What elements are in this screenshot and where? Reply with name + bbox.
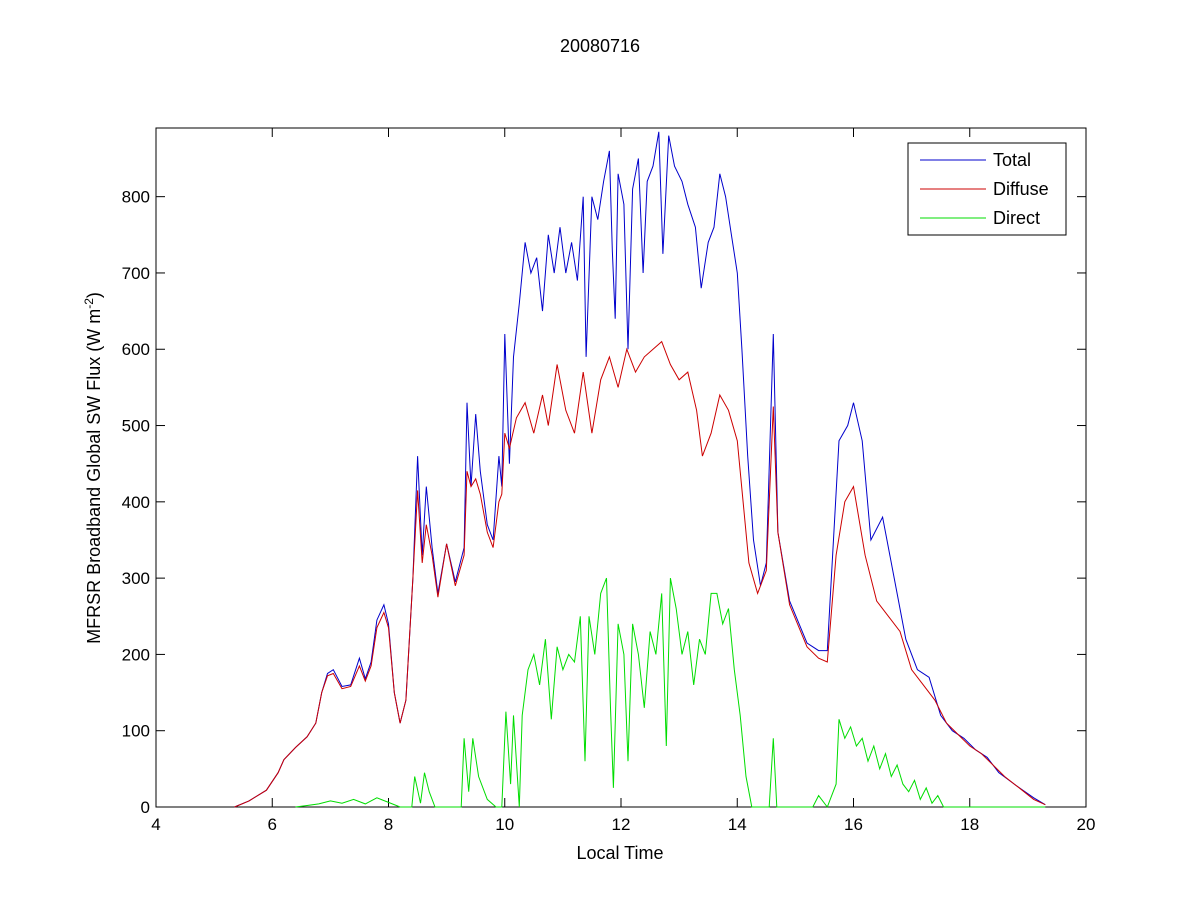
series-line-direct (295, 577, 1046, 809)
plot-area (155, 127, 1087, 808)
x-tick-label: 20 (1077, 815, 1096, 834)
chart-title: 20080716 (560, 36, 640, 56)
y-tick-label: 800 (122, 188, 150, 207)
y-tick-label: 0 (141, 798, 150, 817)
legend-label-total: Total (993, 150, 1031, 170)
y-tick-label: 600 (122, 340, 150, 359)
y-tick-label: 400 (122, 493, 150, 512)
x-tick-label: 18 (960, 815, 979, 834)
series-line-diffuse (234, 340, 1046, 808)
y-tick-label: 700 (122, 264, 150, 283)
x-tick-label: 16 (844, 815, 863, 834)
series-lines (234, 131, 1046, 809)
y-tick-label: 100 (122, 722, 150, 741)
y-tick-label: 200 (122, 645, 150, 664)
legend-label-direct: Direct (993, 208, 1040, 228)
y-axis-title-end: ) (84, 292, 104, 298)
y-axis-title-main: MFRSR Broadband Global SW Flux (W m (84, 309, 104, 644)
y-tick-label: 300 (122, 569, 150, 588)
y-axis-title-sup: -2 (82, 298, 96, 309)
y-tick-label: 500 (122, 417, 150, 436)
x-tick-label: 14 (728, 815, 747, 834)
legend-label-diffuse: Diffuse (993, 179, 1049, 199)
x-axis-title: Local Time (576, 843, 663, 863)
y-axis-title: MFRSR Broadband Global SW Flux (W m-2) (82, 292, 104, 644)
x-tick-label: 8 (384, 815, 393, 834)
x-tick-label: 10 (495, 815, 514, 834)
x-tick-label: 6 (268, 815, 277, 834)
x-tick-label: 12 (612, 815, 631, 834)
legend: Total Diffuse Direct (907, 142, 1067, 236)
x-tick-label: 4 (151, 815, 160, 834)
